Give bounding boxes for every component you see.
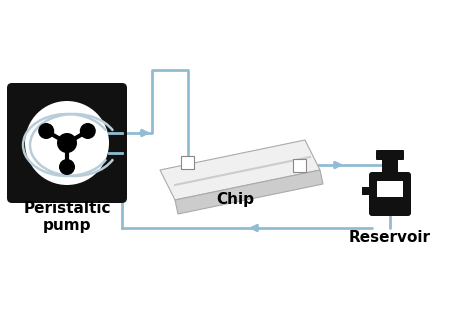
FancyBboxPatch shape [375, 150, 403, 160]
FancyBboxPatch shape [7, 83, 127, 203]
Circle shape [38, 123, 54, 139]
Bar [381, 155, 397, 177]
Polygon shape [160, 140, 319, 200]
Circle shape [59, 159, 75, 175]
Polygon shape [175, 170, 322, 214]
Text: Reservoir: Reservoir [348, 230, 430, 245]
Bar [293, 159, 306, 172]
FancyBboxPatch shape [368, 172, 410, 216]
Bar [376, 181, 402, 197]
Text: Chip: Chip [216, 192, 253, 207]
Circle shape [25, 101, 109, 185]
Circle shape [80, 123, 95, 139]
Text: Peristaltic
pump: Peristaltic pump [23, 201, 111, 233]
Bar [181, 155, 194, 168]
Bar [361, 187, 373, 195]
Circle shape [57, 133, 77, 153]
